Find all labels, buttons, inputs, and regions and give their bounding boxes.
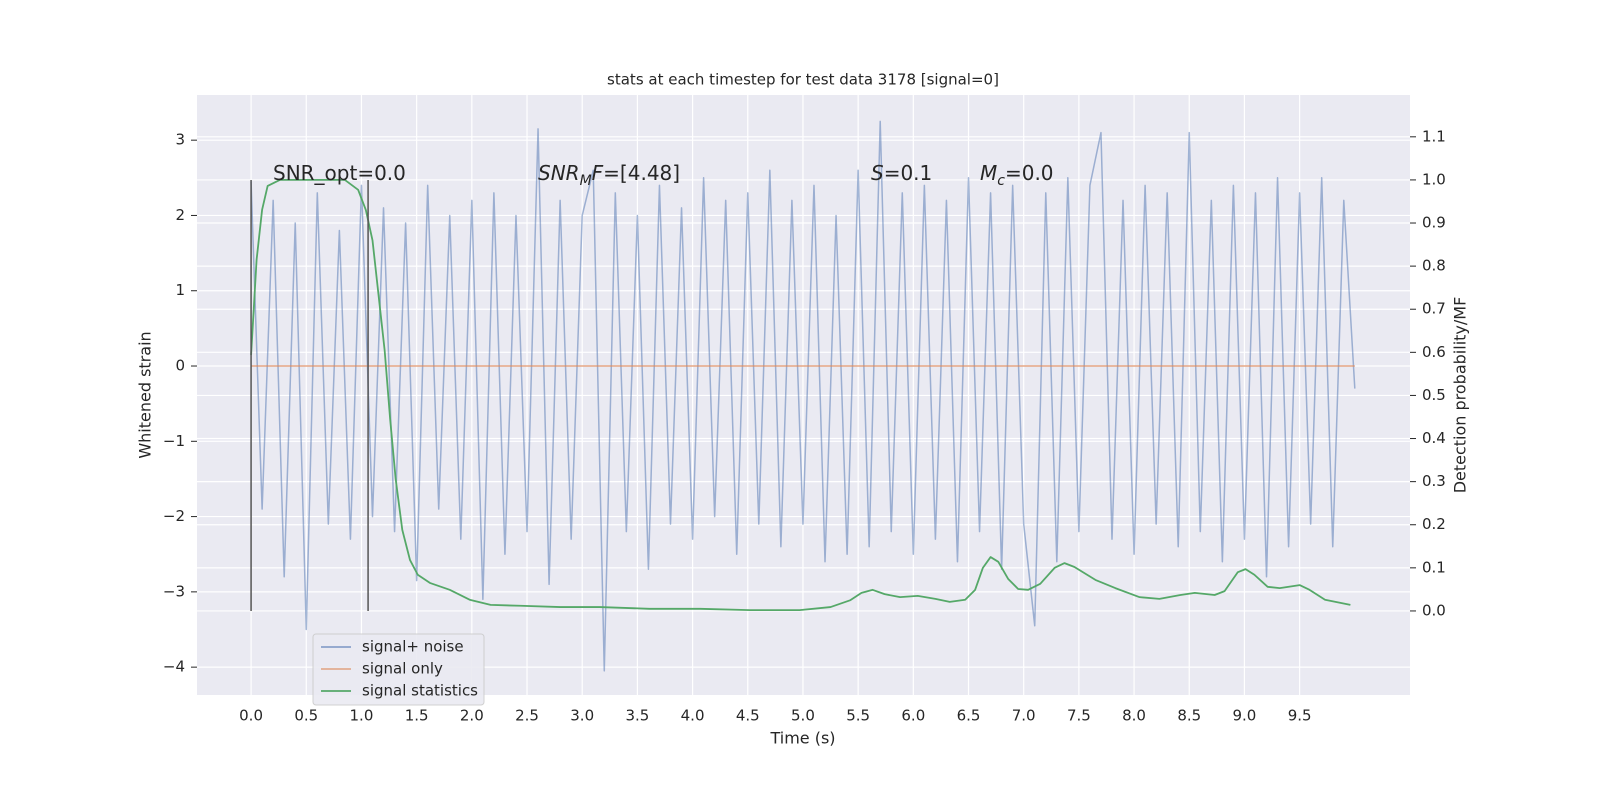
y-axis-label: Whitened strain: [136, 331, 155, 458]
y-tick-label: −3: [163, 582, 185, 600]
x-tick-label: 9.5: [1288, 707, 1312, 725]
annotation: Mc=0.0: [980, 161, 1054, 189]
annotation-part: =0.1: [884, 161, 933, 185]
x-tick-label: 2.5: [515, 707, 539, 725]
chart-title: stats at each timestep for test data 317…: [607, 71, 999, 89]
x-tick-label: 9.0: [1233, 707, 1257, 725]
y2-tick-label: 1.0: [1422, 170, 1446, 188]
annotation: S=0.1: [871, 161, 932, 185]
legend-label: signal+ noise: [362, 638, 464, 656]
y2-tick-label: 0.9: [1422, 214, 1446, 232]
y2-tick-label: 0.3: [1422, 472, 1446, 490]
y-tick-label: −1: [163, 432, 185, 450]
annotation-part: F: [592, 161, 604, 185]
x-tick-label: 3.5: [625, 707, 649, 725]
x-tick-label: 0.5: [294, 707, 318, 725]
x-tick-label: 8.5: [1177, 707, 1201, 725]
annotation-sub: c: [997, 173, 1005, 189]
x-tick-label: 2.0: [460, 707, 484, 725]
y-tick-label: −2: [163, 507, 185, 525]
y2-tick-label: 0.4: [1422, 429, 1446, 447]
series-line: [250, 120, 1356, 672]
y2-tick-label: 0.8: [1422, 257, 1446, 275]
x-tick-label: 4.0: [681, 707, 705, 725]
x-tick-label: 3.0: [570, 707, 594, 725]
y2-tick-label: 0.7: [1422, 300, 1446, 318]
x-tick-label: 1.0: [350, 707, 374, 725]
y-tick-label: −4: [163, 658, 185, 676]
legend-label: signal only: [362, 660, 443, 678]
y2-tick-label: 0.2: [1422, 515, 1446, 533]
y2-tick-label: 0.5: [1422, 386, 1446, 404]
y-tick-label: 2: [175, 206, 185, 224]
y2-tick-label: 0.1: [1422, 558, 1446, 576]
x-tick-label: 6.5: [957, 707, 981, 725]
x-tick-label: 0.0: [239, 707, 263, 725]
x-tick-label: 5.5: [846, 707, 870, 725]
x-tick-label: 4.5: [736, 707, 760, 725]
x-tick-label: 8.0: [1122, 707, 1146, 725]
y2-tick-label: 1.1: [1422, 127, 1446, 145]
y2-tick-label: 0.0: [1422, 601, 1446, 619]
annotation-part: =[4.48]: [603, 161, 680, 185]
annotation-part: M: [980, 161, 997, 185]
series-line: [250, 179, 1351, 611]
x-tick-label: 7.0: [1012, 707, 1036, 725]
y-tick-label: 0: [175, 357, 185, 375]
x-tick-label: 7.5: [1067, 707, 1091, 725]
legend: signal+ noise signal only signal statistic…: [312, 633, 485, 706]
y2-axis-label: Detection probability/MF: [1451, 297, 1470, 494]
y2-tick-label: 0.6: [1422, 343, 1446, 361]
x-axis-label: Time (s): [769, 729, 835, 748]
annotation-sub: M: [580, 173, 592, 189]
annotation-part: S: [871, 161, 884, 185]
x-tick-label: 6.0: [901, 707, 925, 725]
y-tick-label: 1: [175, 281, 185, 299]
y-tick-label: 3: [175, 131, 185, 149]
annotation: SNR_opt=0.0: [273, 161, 406, 185]
legend-label: signal statistics: [362, 682, 478, 700]
annotation-part: =0.0: [1005, 161, 1054, 185]
x-tick-label: 5.0: [791, 707, 815, 725]
x-tick-label: 1.5: [405, 707, 429, 725]
legend-box: [312, 633, 485, 706]
annotation-part: SNR: [538, 161, 580, 185]
annotation: SNRMF=[4.48]: [538, 161, 680, 189]
